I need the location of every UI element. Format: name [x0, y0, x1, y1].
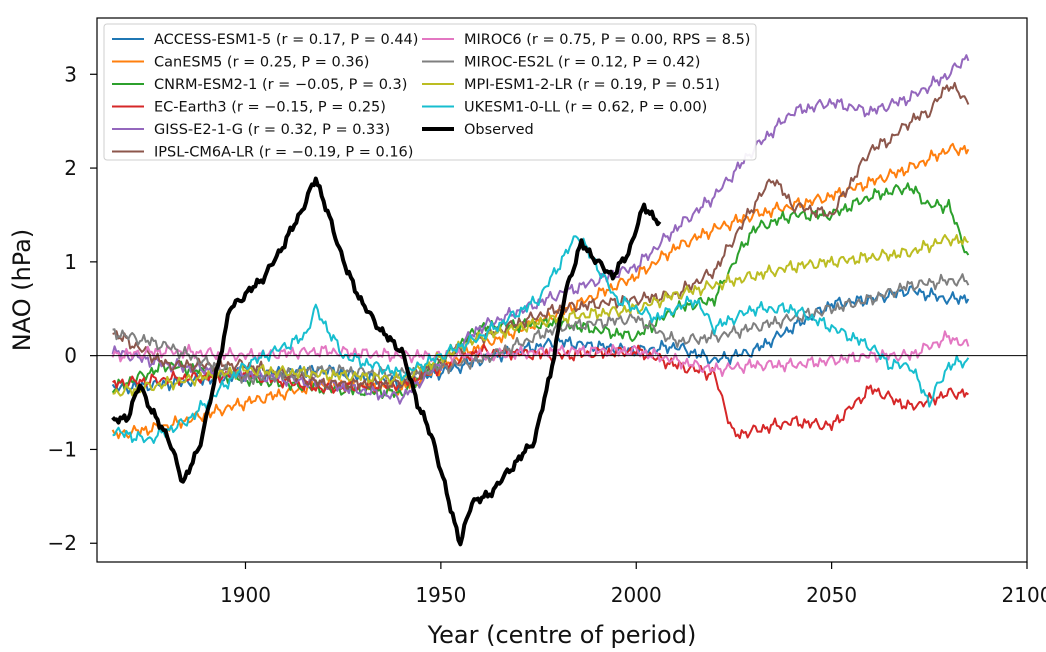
legend-label-access-esm1-5: ACCESS-ESM1-5 (r = 0.17, P = 0.44) [154, 32, 418, 48]
x-tick-label: 2000 [611, 583, 662, 607]
x-tick-label: 1900 [220, 583, 271, 607]
legend: ACCESS-ESM1-5 (r = 0.17, P = 0.44) CanESM… [103, 23, 757, 161]
x-tick-label: 2050 [806, 583, 857, 607]
legend-label-giss-e2-1-g: GISS-E2-1-G (r = 0.32, P = 0.33) [154, 122, 390, 138]
series-line-miroc-es2l [112, 273, 970, 385]
x-tick-label: 2100 [1002, 583, 1046, 607]
legend-label-miroc-es2l: MIROC-ES2L (r = 0.12, P = 0.42) [464, 55, 700, 71]
y-tick-label: 0 [64, 344, 77, 368]
legend-label-mpi-esm1-2-lr: MPI-ESM1-2-LR (r = 0.19, P = 0.51) [464, 77, 720, 93]
plot-area-frame [96, 17, 1028, 563]
legend-label-miroc6: MIROC6 (r = 0.75, P = 0.00, RPS = 8.5) [464, 32, 750, 48]
series-layer [111, 54, 970, 547]
series-line-ukesm1-0-ll [112, 235, 970, 444]
x-tick-label: 1950 [415, 583, 466, 607]
series-line-mpi-esm1-2-lr [112, 234, 969, 397]
y-tick-label: 2 [64, 156, 77, 180]
legend-label-ipsl-cm6a-lr: IPSL-CM6A-LR (r = −0.19, P = 0.16) [154, 145, 413, 161]
y-tick-label: −2 [48, 531, 77, 555]
legend-box [103, 23, 757, 161]
x-axis-title: Year (centre of period) [427, 621, 697, 649]
y-tick-label: 1 [64, 250, 77, 274]
y-tick-label: 3 [64, 62, 77, 86]
y-axis-title: NAO (hPa) [8, 229, 36, 352]
legend-label-ec-earth3: EC-Earth3 (r = −0.15, P = 0.25) [154, 100, 386, 116]
series-line-observed [111, 176, 662, 547]
axis-ticks: 1900 1950 2000 2050 2100 −2 −1 0 1 2 3 [48, 62, 1046, 607]
series-line-canesm5 [111, 142, 970, 440]
legend-label-ukesm1-0-ll: UKESM1-0-LL (r = 0.62, P = 0.00) [464, 100, 707, 116]
legend-label-cnrm-esm2-1: CNRM-ESM2-1 (r = −0.05, P = 0.3) [154, 77, 407, 93]
y-tick-label: −1 [48, 437, 77, 461]
legend-label-observed: Observed [464, 122, 534, 138]
legend-label-canesm5: CanESM5 (r = 0.25, P = 0.36) [154, 55, 369, 71]
